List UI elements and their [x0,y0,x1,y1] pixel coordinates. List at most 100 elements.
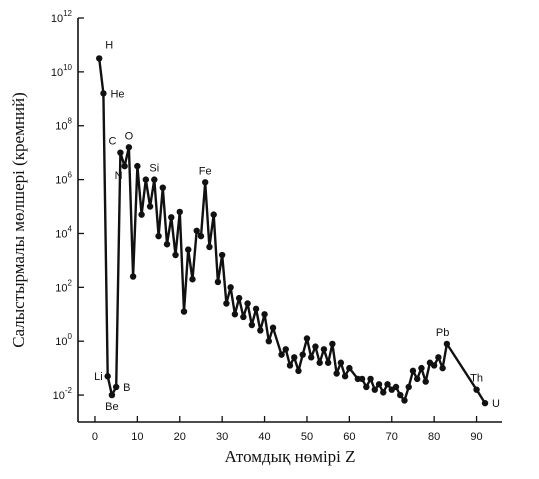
y-tick-exponent: 4 [68,224,73,233]
data-point [371,386,378,393]
data-point [401,397,408,404]
element-label: U [492,398,500,410]
y-tick-base: 10 [51,13,63,25]
data-point [108,391,116,399]
x-tick-label: 10 [131,431,143,443]
data-point [197,232,205,240]
data-point [422,378,429,385]
data-point [320,346,328,353]
data-point [333,370,340,377]
x-tick-label: 90 [470,431,482,443]
data-point [481,399,489,407]
y-tick-exponent: 8 [68,117,73,126]
data-point [312,343,319,350]
data-point [282,346,289,353]
data-point [142,176,150,183]
y-tick-base: 10 [55,336,67,348]
data-point [473,386,480,393]
x-axis-ticks: 0 10 20 30 40 50 60 70 80 90 [92,416,483,443]
y-tick-label: 102 [55,278,72,294]
element-label: Fe [199,165,212,177]
y-tick-label: 100 [55,332,72,348]
data-point [384,381,391,388]
data-point [159,184,166,191]
element-label: Be [105,401,118,413]
data-point [244,300,251,307]
y-tick-label: 108 [55,117,72,133]
abundance-series [96,55,489,407]
data-point [218,251,226,259]
data-point [125,144,133,151]
y-tick-label: 104 [55,224,72,240]
element-label: B [123,382,130,394]
data-point [278,351,285,358]
x-tick-label: 0 [92,431,98,443]
data-point [248,321,256,329]
data-point [439,364,446,372]
data-point [240,313,247,321]
y-tick-base: 10 [53,390,65,402]
element-annotations: H He Li Be B C N O Si Fe Pb Th U [94,39,500,413]
data-point [363,383,370,391]
data-point [138,211,145,218]
y-tick-exponent: 6 [68,171,73,180]
data-point [180,308,188,315]
y-tick-exponent: 0 [68,332,73,341]
data-point [261,311,268,318]
y-tick-label: 10-2 [53,386,73,402]
data-point [193,227,200,234]
data-point [117,149,124,156]
x-tick-label: 40 [258,431,270,443]
y-tick-exponent: -2 [65,386,73,395]
data-point [291,354,298,361]
x-tick-label: 50 [301,431,313,443]
data-point [341,373,349,380]
data-point [257,327,264,334]
data-point [121,162,128,170]
x-axis-title: Атомдық нөмірі Z [224,447,355,466]
y-tick-label: 1012 [51,9,73,25]
data-point [129,273,137,280]
data-point [168,214,175,221]
data-point [375,381,383,388]
data-point [214,278,222,286]
y-tick-exponent: 2 [68,278,73,287]
x-tick-label: 80 [428,431,440,443]
data-point [380,389,387,396]
y-tick-base: 10 [55,282,67,294]
element-label: He [110,88,124,100]
data-point [206,243,213,251]
x-tick-label: 20 [174,431,186,443]
element-label: Li [94,371,103,383]
abundance-line [98,58,487,404]
element-label: C [108,136,116,148]
data-point [189,276,196,283]
data-point [329,340,336,348]
y-tick-label: 106 [55,171,72,187]
data-point [235,294,243,302]
data-point [397,391,404,399]
element-label: O [125,130,134,142]
data-point [358,375,366,383]
data-point [303,335,311,342]
element-label: Pb [436,327,449,339]
data-point [100,90,107,97]
data-point [265,338,272,345]
data-point [409,367,417,375]
data-point [231,311,239,318]
data-point [112,383,120,391]
data-point [443,340,451,348]
data-point [104,373,111,380]
y-axis-title: Салыстырмалы мөлшері (кремний) [9,92,28,348]
data-point [151,176,158,183]
data-point [316,359,323,366]
y-tick-base: 10 [55,175,67,187]
data-point [163,241,171,248]
data-point [172,251,179,259]
data-point [418,364,425,372]
x-tick-label: 70 [386,431,398,443]
data-point [414,375,421,383]
data-point [210,211,217,218]
